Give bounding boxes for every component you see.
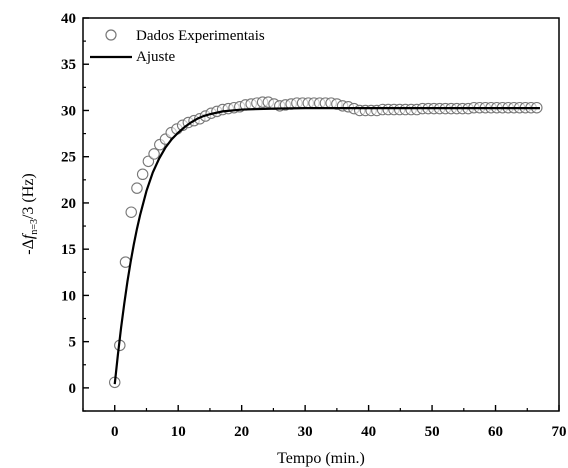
- y-tick-label: 25: [61, 150, 76, 166]
- x-tick-label: 20: [234, 424, 249, 440]
- y-axis-label-prefix: -Δ: [20, 239, 37, 255]
- x-tick-label: 50: [425, 424, 440, 440]
- plot-frame: [82, 17, 560, 412]
- fit-line: [113, 107, 540, 385]
- x-tick-label: 0: [111, 424, 119, 440]
- y-axis-label-suffix: /3 (Hz): [20, 173, 37, 219]
- x-tick-label: 40: [361, 424, 376, 440]
- x-tick-label: 30: [298, 424, 313, 440]
- y-axis-label-var: f: [20, 232, 37, 239]
- y-tick-label: 0: [69, 381, 77, 397]
- x-axis-ticks: 0 10 20 30 40 50 60 70: [82, 405, 567, 440]
- legend: Dados Experimentais Ajuste: [90, 28, 265, 65]
- y-tick-label: 15: [61, 242, 76, 258]
- data-point: [136, 168, 149, 181]
- y-axis-ticks: 0 5 10 15 20 25 30 35 40: [61, 11, 89, 412]
- legend-label-fit: Ajuste: [136, 49, 176, 65]
- y-tick-label: 35: [61, 57, 76, 73]
- y-axis-label-sub: n=3: [29, 219, 40, 235]
- data-point: [148, 148, 160, 160]
- y-tick-label: 40: [61, 11, 76, 27]
- data-point: [125, 206, 137, 218]
- y-axis-label: -Δfn=3/3 (Hz): [20, 173, 40, 254]
- x-tick-label: 60: [488, 424, 503, 440]
- x-tick-label: 70: [552, 424, 567, 440]
- experimental-markers: [108, 96, 543, 389]
- data-point: [131, 182, 143, 194]
- legend-label-experimental: Dados Experimentais: [136, 28, 265, 44]
- y-tick-label: 10: [61, 288, 76, 304]
- y-tick-label: 5: [69, 335, 77, 351]
- y-tick-label: 30: [61, 103, 76, 119]
- legend-marker-experimental: [105, 29, 117, 41]
- x-axis-label: Tempo (min.): [277, 450, 365, 467]
- x-tick-label: 10: [171, 424, 186, 440]
- y-tick-label: 20: [61, 196, 76, 212]
